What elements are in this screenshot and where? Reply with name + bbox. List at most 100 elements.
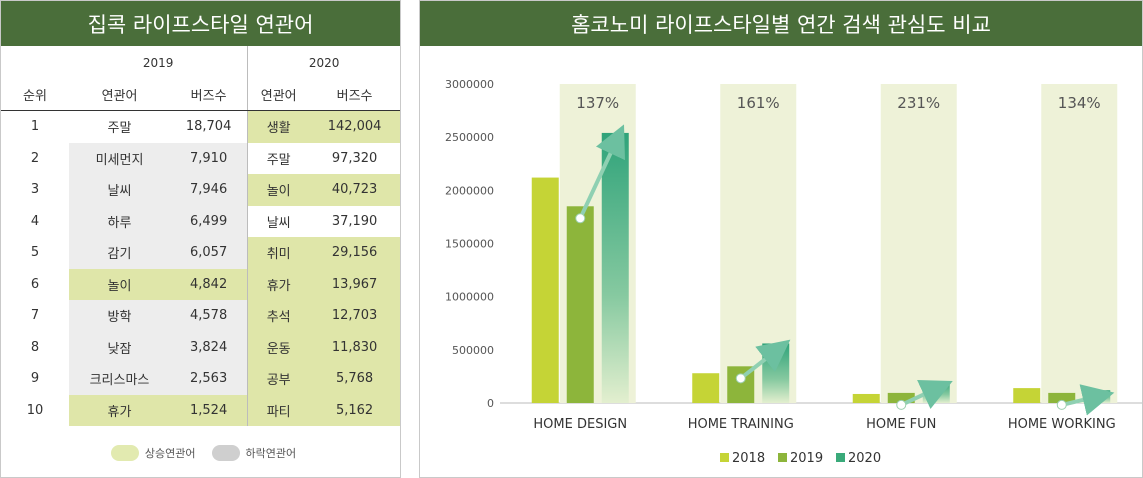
rank-cell: 8: [30, 339, 40, 355]
arrow-origin-dot: [896, 399, 907, 410]
table-row: 4 하루 6,499 날씨 37,190: [1, 205, 400, 237]
rank-cell: 2: [30, 150, 40, 166]
legend-swatch-2019: [778, 453, 787, 462]
legend-swatch-2020: [836, 453, 845, 462]
word-header-2020: 연관어: [247, 79, 310, 111]
count-2020-cell: 142,004: [309, 110, 400, 143]
category-label: HOME FUN: [866, 417, 936, 432]
related-words-table: 2019 2020 순위 연관어 버즈수 연관어 버즈수 1 주말 18,704 생활…: [1, 46, 400, 426]
legend-label-2018: 2018: [732, 451, 765, 466]
word-2019-cell: 휴가: [69, 394, 171, 426]
table-row: 7 방학 4,578 추석 12,703: [1, 300, 400, 332]
growth-arrow: [578, 124, 625, 220]
highlight-band: [880, 84, 957, 403]
count-2019-cell: 18,704: [185, 119, 232, 135]
growth-label: 231%: [897, 94, 940, 112]
word-2019-cell: 크리스마스: [69, 363, 171, 395]
count-2020-cell: 40,723: [309, 174, 400, 206]
word-2019-cell: 놀이: [69, 268, 171, 300]
rank-cell: 3: [30, 182, 40, 198]
word-2020-cell: 주말: [247, 142, 310, 174]
year-2019-label: 2019: [142, 55, 174, 70]
word-2020-cell: 추석: [247, 300, 310, 332]
left-panel-title: 집콕 라이프스타일 연관어: [1, 1, 400, 46]
column-header-row: 순위 연관어 버즈수 연관어 버즈수: [1, 79, 400, 111]
table-row: 2 미세먼지 7,910 주말 97,320: [1, 142, 400, 174]
table-legend: 상승연관어 하락연관어: [1, 445, 400, 461]
count-2019-cell: 6,499: [170, 205, 248, 237]
table-row: 6 놀이 4,842 휴가 13,967: [1, 268, 400, 300]
bar-2018-home-training: [692, 373, 720, 403]
word-2020-cell: 휴가: [247, 268, 310, 300]
category-label: HOME TRAINING: [688, 417, 794, 432]
table-row: 3 날씨 7,946 놀이 40,723: [1, 174, 400, 206]
legend-up-label: 상승연관어: [144, 447, 196, 460]
rank-cell: 7: [30, 308, 40, 324]
word-2019-cell: 감기: [69, 237, 171, 269]
bar-chart: 0 500000 1000000 1500000 2000000 2500000 30000…: [445, 78, 1142, 466]
y-tick-label: 1500000: [445, 238, 494, 251]
count-header-2019: 버즈수: [170, 79, 248, 111]
category-label: HOME DESIGN: [533, 417, 627, 432]
rank-cell: 10: [26, 402, 44, 418]
count-2020-cell: 29,156: [309, 237, 400, 269]
bar-2020-home-design: [601, 132, 629, 403]
count-2019-cell: 4,578: [170, 300, 248, 332]
count-2020-cell: 5,768: [309, 363, 400, 395]
y-tick-label: 3000000: [445, 78, 494, 91]
count-2020-cell: 13,967: [309, 268, 400, 300]
count-2020-cell: 11,830: [309, 331, 400, 363]
legend-label-2019: 2019: [790, 451, 823, 466]
arrow-origin-dot: [735, 373, 746, 384]
growth-arrow: [1061, 384, 1115, 416]
table-row: 10 휴가 1,524 파티 5,162: [1, 394, 400, 426]
word-2020-cell: 공부: [247, 363, 310, 395]
up-swatch: [110, 445, 139, 461]
legend-label-2020: 2020: [848, 451, 881, 466]
table-row: 1 주말 18,704 생활 142,004: [1, 110, 400, 143]
count-2020-cell: 97,320: [331, 150, 378, 166]
word-2019-cell: 하루: [69, 205, 171, 237]
year-header-row: 2019 2020: [1, 46, 400, 79]
word-2020-cell: 파티: [247, 394, 310, 426]
count-2019-cell: 6,057: [170, 237, 248, 269]
word-2019-cell: 미세먼지: [69, 142, 171, 174]
bar-2018-home-fun: [852, 393, 880, 403]
table-row: 5 감기 6,057 취미 29,156: [1, 237, 400, 269]
count-2019-cell: 3,824: [170, 331, 248, 363]
bar-2019-home-working: [1048, 392, 1076, 403]
bar-2018-home-design: [531, 177, 559, 403]
rank-cell: 5: [30, 245, 40, 261]
rank-cell: 6: [30, 276, 40, 292]
legend-down-label: 하락연관어: [245, 447, 297, 460]
search-interest-panel: 홈코노미 라이프스타일별 연간 검색 관심도 비교 0 500000 1000000…: [419, 0, 1143, 478]
count-2020-cell: 37,190: [331, 213, 378, 229]
count-header-2020: 버즈수: [309, 79, 400, 111]
growth-arrow: [900, 379, 953, 409]
highlight-band: [1041, 84, 1118, 403]
year-2020-label: 2020: [247, 46, 400, 79]
count-2019-cell: 4,842: [170, 268, 248, 300]
word-2020-cell: 생활: [247, 110, 310, 143]
growth-arrow: [739, 339, 791, 380]
growth-label: 137%: [576, 94, 619, 112]
related-words-panel: 집콕 라이프스타일 연관어 2019 2020 순위 연관어 버즈수 연관어 버…: [0, 0, 401, 478]
bar-2018-home-working: [1013, 388, 1041, 403]
bar-2019-home-fun: [887, 392, 915, 403]
arrow-origin-dot: [1056, 399, 1067, 410]
y-tick-label: 2000000: [445, 184, 494, 197]
category-label: HOME WORKING: [1008, 417, 1116, 432]
bar-2019-home-design: [566, 206, 594, 403]
y-tick-label: 500000: [452, 344, 494, 357]
word-2019-cell: 날씨: [69, 174, 171, 206]
count-2019-cell: 1,524: [170, 394, 248, 426]
y-tick-label: 1000000: [445, 291, 494, 304]
word-2020-cell: 놀이: [247, 174, 310, 206]
count-2020-cell: 5,162: [309, 394, 400, 426]
y-tick-label: 2500000: [445, 131, 494, 144]
count-2020-cell: 12,703: [309, 300, 400, 332]
word-2019-cell: 주말: [107, 121, 132, 137]
growth-label: 134%: [1058, 94, 1101, 112]
down-swatch: [211, 445, 240, 461]
word-2020-cell: 취미: [247, 237, 310, 269]
